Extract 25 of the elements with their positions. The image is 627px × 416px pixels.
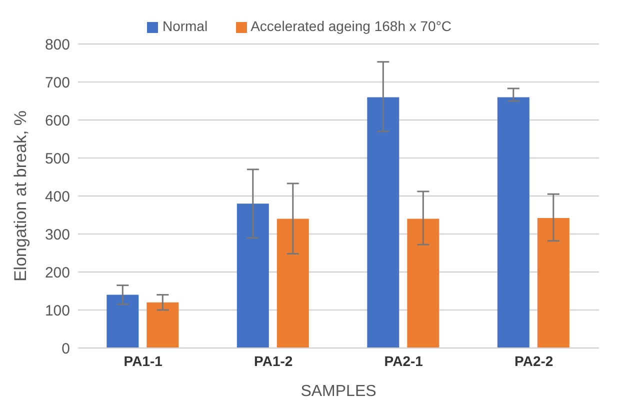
- bar: [497, 97, 530, 348]
- x-tick-label: PA1-1: [124, 352, 163, 369]
- x-tick-label: PA2-1: [384, 352, 424, 369]
- y-tick-label: 300: [44, 226, 70, 244]
- y-tick-label: 200: [44, 264, 70, 282]
- bar: [367, 97, 400, 348]
- y-tick-label: 400: [44, 188, 70, 206]
- y-tick-label: 600: [44, 112, 70, 130]
- y-tick-label: 500: [44, 150, 70, 168]
- y-tick-label: 700: [44, 74, 70, 92]
- y-tick-label: 0: [62, 340, 70, 358]
- y-axis-title: Elongation at break, %: [11, 110, 30, 282]
- bar: [407, 218, 440, 348]
- bar: [146, 302, 179, 348]
- y-tick-label: 800: [44, 36, 70, 54]
- bar: [276, 218, 309, 348]
- bar: [106, 294, 139, 348]
- x-tick-label: PA1-2: [254, 352, 293, 369]
- legend-label: Normal: [162, 18, 208, 34]
- bar: [236, 204, 269, 348]
- y-tick-label: 100: [44, 302, 70, 320]
- bar: [537, 218, 570, 348]
- x-axis-title: SAMPLES: [300, 383, 376, 400]
- x-tick-label: PA2-2: [514, 352, 554, 369]
- legend-label: Accelerated ageing 168h x 70°C: [250, 18, 452, 34]
